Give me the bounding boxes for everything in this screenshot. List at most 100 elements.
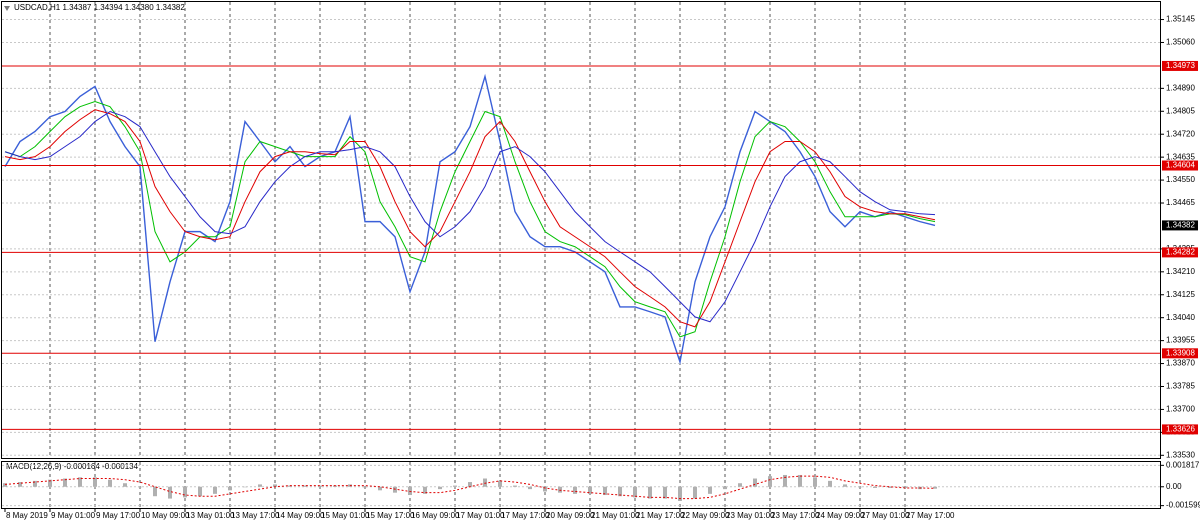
- menu-icon[interactable]: [4, 6, 10, 11]
- level-label-bg: [1162, 247, 1198, 258]
- macd-bar: [123, 483, 127, 487]
- macd-bar: [18, 482, 22, 487]
- macd-bar: [828, 480, 832, 487]
- y-tick-label: 0.001817: [1166, 460, 1200, 469]
- macd-pane-border: [1, 461, 1161, 509]
- series-line: [4, 73, 936, 365]
- macd-bar: [873, 486, 877, 488]
- x-tick-label: 23 May 17:00: [771, 511, 820, 520]
- macd-bar: [693, 486, 697, 499]
- macd-bar: [333, 485, 337, 487]
- macd-bar: [393, 486, 397, 493]
- y-tick-label: -0.001599: [1166, 501, 1200, 510]
- macd-bar: [453, 485, 457, 487]
- macd-bar: [813, 477, 817, 487]
- macd-bar: [588, 486, 592, 494]
- macd-bar: [483, 478, 487, 487]
- y-tick-label: 1.34040: [1166, 313, 1195, 322]
- x-tick-label: 15 May 01:00: [321, 511, 370, 520]
- macd-bar: [138, 486, 142, 488]
- macd-bar: [438, 486, 442, 490]
- macd-bar: [723, 486, 727, 490]
- y-tick-label: 1.34550: [1166, 175, 1195, 184]
- x-tick-label: 9 May 01:00: [51, 511, 96, 520]
- macd-bar: [648, 486, 652, 499]
- x-tick-label: 17 May 01:00: [456, 511, 505, 520]
- y-tick-label: 1.34890: [1166, 83, 1195, 92]
- x-tick-label: 16 May 09:00: [411, 511, 460, 520]
- x-tick-label: 21 May 17:00: [636, 511, 685, 520]
- macd-bar: [228, 486, 232, 491]
- x-tick-label: 17 May 17:00: [501, 511, 550, 520]
- y-tick-label: 1.33700: [1166, 405, 1195, 414]
- macd-bar: [153, 486, 157, 497]
- macd-bar: [273, 484, 277, 487]
- macd-bar: [933, 486, 937, 489]
- x-tick-label: 13 May 01:00: [186, 511, 235, 520]
- macd-bar: [63, 478, 67, 487]
- macd-bar: [258, 484, 262, 487]
- x-tick-label: 27 May 01:00: [861, 511, 910, 520]
- level-label: 1.34282: [1166, 248, 1195, 257]
- macd-bar: [678, 486, 682, 501]
- y-tick-label: 1.34805: [1166, 106, 1195, 115]
- macd-bar: [48, 479, 52, 487]
- macd-bar: [378, 486, 382, 491]
- macd-bar: [858, 486, 862, 488]
- macd-bar: [783, 474, 787, 487]
- y-tick-label: 1.34720: [1166, 129, 1195, 138]
- level-label-bg: [1162, 160, 1198, 171]
- y-tick-label: 1.34635: [1166, 152, 1195, 161]
- x-tick-label: 20 May 09:00: [546, 511, 595, 520]
- y-tick-label: 1.34125: [1166, 290, 1195, 299]
- macd-bar: [318, 485, 322, 487]
- x-tick-label: 21 May 01:00: [591, 511, 640, 520]
- macd-bar: [33, 480, 37, 487]
- macd-bar: [753, 478, 757, 487]
- macd-bar: [843, 484, 847, 487]
- macd-bar: [498, 480, 502, 487]
- macd-bar: [528, 486, 532, 490]
- main-pane-border: [1, 1, 1161, 459]
- level-label: 1.34973: [1166, 61, 1195, 70]
- x-tick-label: 9 May 17:00: [96, 511, 141, 520]
- macd-bar: [573, 486, 577, 494]
- macd-bar: [468, 482, 472, 487]
- x-tick-label: 22 May 09:00: [681, 511, 730, 520]
- y-tick-label: 1.35145: [1166, 15, 1195, 24]
- x-tick-label: 14 May 09:00: [276, 511, 325, 520]
- level-label: 1.34604: [1166, 161, 1195, 170]
- macd-bar: [213, 486, 217, 494]
- macd-bar: [633, 486, 637, 498]
- macd-bar: [903, 486, 907, 488]
- macd-bar: [243, 486, 247, 488]
- x-tick-label: 10 May 09:00: [141, 511, 190, 520]
- series-line: [4, 101, 936, 338]
- level-label-bg: [1162, 60, 1198, 71]
- macd-bar: [798, 474, 802, 487]
- macd-bar: [888, 486, 892, 488]
- x-tick-label: 8 May 2019: [6, 511, 48, 520]
- macd-bar: [198, 486, 202, 497]
- macd-bar: [303, 485, 307, 487]
- macd-bar: [3, 483, 7, 487]
- y-tick-label: 1.35060: [1166, 38, 1195, 47]
- macd-bar: [663, 486, 667, 499]
- macd-bar: [108, 479, 112, 487]
- macd-bar: [423, 486, 427, 494]
- macd-bar: [618, 486, 622, 497]
- macd-bar: [78, 477, 82, 487]
- y-tick-label: 1.33530: [1166, 450, 1195, 459]
- y-tick-label: 1.34465: [1166, 198, 1195, 207]
- series-line: [4, 110, 936, 323]
- last-price-label: 1.34382: [1166, 221, 1195, 230]
- macd-bar: [513, 485, 517, 487]
- x-tick-label: 15 May 17:00: [366, 511, 415, 520]
- series-line: [4, 109, 936, 328]
- macd-title: MACD(12,26,9) -0.000164 -0.000134: [6, 462, 139, 471]
- chart-title: USDCAD,H1 1.34387 1.34394 1.34380 1.3438…: [14, 3, 185, 12]
- macd-bar: [558, 486, 562, 493]
- series-line: [4, 475, 936, 500]
